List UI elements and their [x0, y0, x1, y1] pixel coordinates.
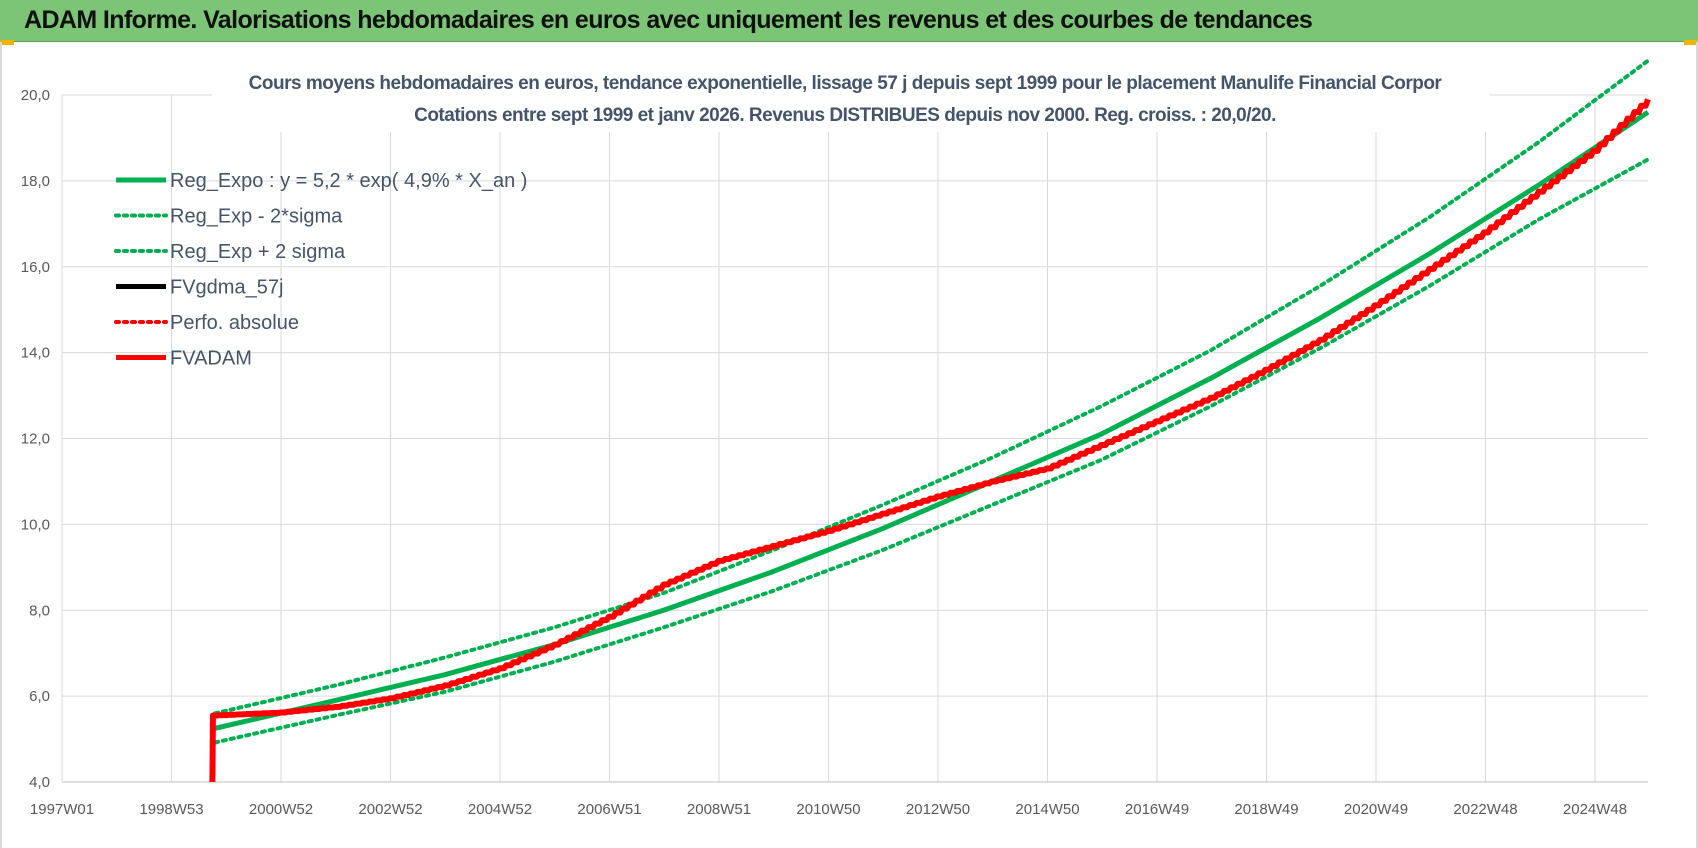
y-tick-label: 18,0 [21, 173, 50, 190]
series-line-1 [214, 110, 1650, 731]
x-tick-label: 2008W51 [687, 801, 751, 818]
series-layer [209, 58, 1651, 783]
corner-mark-right [1684, 40, 1698, 45]
legend-label: Reg_Expo : y = 5,2 * exp( 4,9% * X_an ) [170, 170, 527, 192]
x-tick-label: 2014W50 [1015, 801, 1079, 818]
x-tick-label: 2004W52 [468, 801, 532, 818]
chart-frame [0, 42, 1698, 848]
chart-subtitle: Cotations entre sept 1999 et janv 2026. … [414, 105, 1276, 126]
x-tick-label: 2012W50 [906, 801, 970, 818]
x-tick-label: 2010W50 [796, 801, 860, 818]
x-tick-label: 2006W51 [577, 801, 641, 818]
axis-labels: 1997W01 1998W53 2000W52 2002W52 2004W52 2006W… [21, 87, 1627, 818]
series-line-3 [213, 58, 1650, 716]
x-tick-label: 2024W48 [1563, 801, 1627, 818]
y-tick-label: 10,0 [21, 516, 50, 533]
page-title: ADAM Informe. Valorisations hebdomadaire… [24, 6, 1313, 34]
y-tick-label: 14,0 [21, 345, 50, 362]
x-tick-label: 2016W49 [1125, 801, 1189, 818]
legend-label: Reg_Exp - 2*sigma [170, 206, 343, 228]
legend-label: FVgdma_57j [170, 277, 283, 299]
x-tick-label: 1997W01 [30, 801, 94, 818]
legend-label: FVADAM [170, 348, 252, 370]
grid-lines [61, 94, 1648, 783]
x-tick-label: 2018W49 [1234, 801, 1298, 818]
y-tick-label: 12,0 [21, 431, 50, 448]
chart-title: Cours moyens hebdomadaires en euros, ten… [249, 73, 1443, 94]
header-banner: ADAM Informe. Valorisations hebdomadaire… [0, 0, 1698, 42]
x-tick-label: 2000W52 [249, 801, 313, 818]
legend: Reg_Expo : y = 5,2 * exp( 4,9% * X_an ) R… [114, 170, 527, 370]
y-tick-label: 16,0 [21, 259, 50, 276]
y-tick-label: 20,0 [21, 87, 50, 104]
legend-label: Perfo. absolue [170, 312, 299, 334]
x-tick-label: 2002W52 [358, 801, 422, 818]
y-tick-label: 4,0 [29, 774, 50, 791]
series-line-2 [213, 157, 1650, 745]
series-line-6 [209, 98, 1651, 783]
legend-label: Reg_Exp + 2 sigma [170, 241, 346, 263]
x-tick-label: 1998W53 [139, 801, 203, 818]
corner-mark-left [0, 40, 14, 45]
x-tick-label: 2022W48 [1453, 801, 1517, 818]
x-tick-label: 2020W49 [1344, 801, 1408, 818]
title-background [212, 64, 1490, 132]
y-tick-label: 6,0 [29, 688, 50, 705]
y-tick-label: 8,0 [29, 602, 50, 619]
